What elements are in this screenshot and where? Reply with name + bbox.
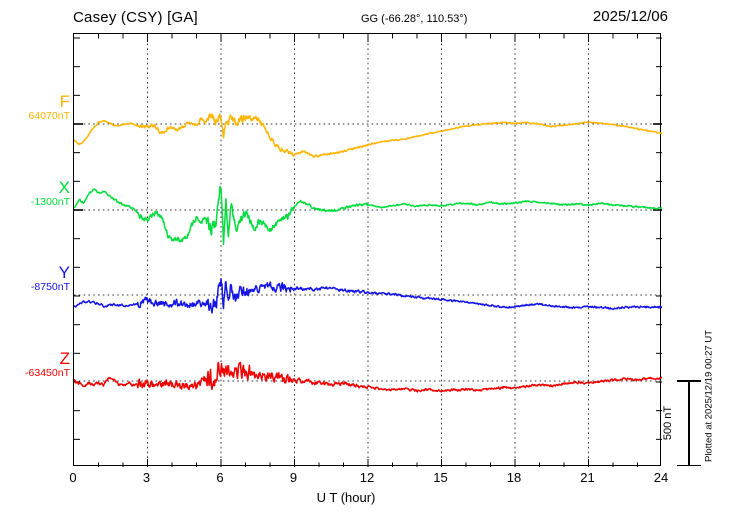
trace-z <box>74 361 662 393</box>
scale-bar-top-cap <box>677 380 701 382</box>
component-symbol-z: Z <box>59 349 70 368</box>
magnetogram-plot <box>73 33 662 467</box>
observation-date: 2025/12/06 <box>592 8 668 25</box>
scale-bar <box>677 380 701 466</box>
trace-group <box>74 185 662 246</box>
component-symbol-y: Y <box>58 263 70 282</box>
component-baseline-x: -1300nT <box>30 196 70 208</box>
component-symbol-f: F <box>59 92 70 111</box>
component-label-y: Y -8750nT <box>4 264 70 294</box>
scale-bar-bottom-cap <box>677 464 701 466</box>
x-tick-label: 24 <box>653 470 669 485</box>
x-tick-label: 3 <box>142 470 151 485</box>
chart-canvas <box>74 34 662 467</box>
trace-f <box>74 113 662 158</box>
component-baseline-z: -63450nT <box>25 367 70 379</box>
scale-bar-label: 500 nT <box>662 405 674 441</box>
x-axis-title-text: U T (hour) <box>316 490 376 505</box>
trace-group <box>74 113 662 158</box>
x-tick-label: 15 <box>433 470 448 485</box>
plot-timestamp: Plotted at 2025/12/19 00:27 UT <box>703 329 715 463</box>
trace-x <box>74 185 662 246</box>
geographic-coordinates: GG (-66.28°, 110.53°) <box>361 13 468 25</box>
x-tick-label: 21 <box>580 470 595 485</box>
x-tick-label: 6 <box>216 470 224 485</box>
page-title: Casey (CSY) [GA] <box>73 9 198 26</box>
component-symbol-x: X <box>58 178 70 197</box>
x-tick-label: 18 <box>506 470 522 485</box>
trace-group <box>74 277 662 314</box>
component-label-f: F 64070nT <box>4 93 70 123</box>
component-label-x: X -1300nT <box>4 179 70 209</box>
component-baseline-f: 64070nT <box>28 110 70 122</box>
component-label-z: Z -63450nT <box>4 350 70 380</box>
component-baseline-y: -8750nT <box>30 281 70 293</box>
x-axis-title: U T (hour) <box>0 490 730 505</box>
x-tick-label: 9 <box>289 470 298 485</box>
x-tick-label: 0 <box>69 470 77 485</box>
trace-y <box>74 277 662 314</box>
x-tick-label: 12 <box>359 470 375 485</box>
trace-group <box>74 361 662 393</box>
